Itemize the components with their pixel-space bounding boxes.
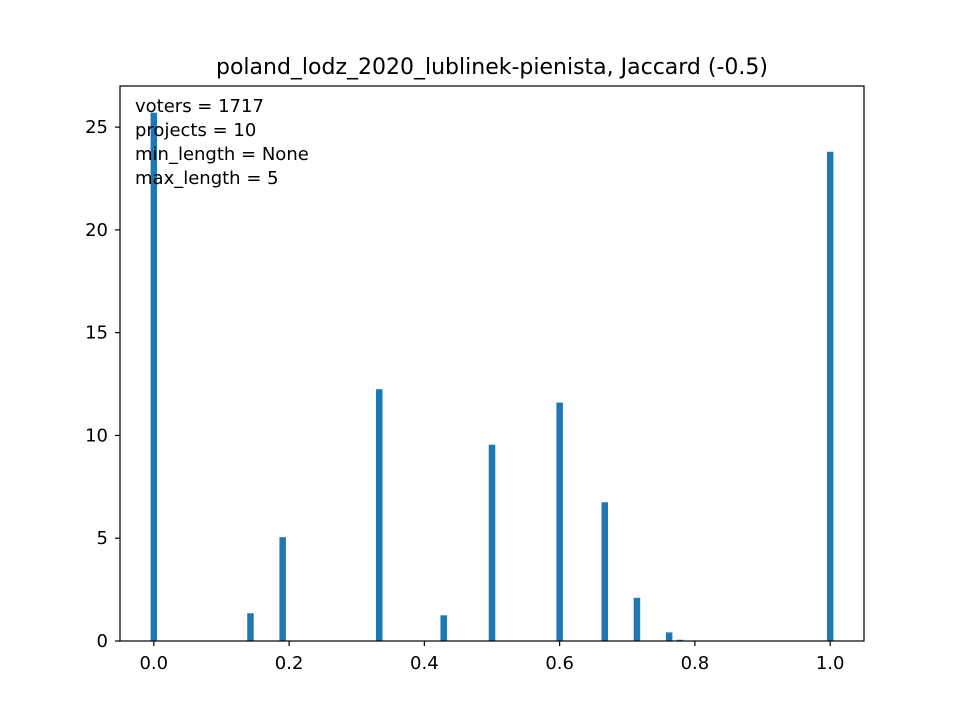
y-tick-label-4: 20 bbox=[85, 220, 108, 241]
x-tick-label-5: 1.0 bbox=[816, 653, 845, 674]
x-tick-label-0: 0.0 bbox=[139, 653, 168, 674]
plot-frame bbox=[119, 85, 865, 642]
bar-5 bbox=[488, 444, 496, 641]
y-tick-label-3: 15 bbox=[85, 323, 108, 344]
annotation-voters: voters = 1717 bbox=[135, 96, 264, 117]
bars-group bbox=[150, 112, 834, 642]
y-tick-label-2: 10 bbox=[85, 425, 108, 446]
y-tick-label-5: 25 bbox=[85, 117, 108, 138]
chart-title: poland_lodz_2020_lublinek-pienista, Jacc… bbox=[216, 55, 768, 80]
bar-3 bbox=[376, 389, 383, 641]
x-tick-label-1: 0.2 bbox=[275, 653, 304, 674]
y-tick-label-0: 0 bbox=[97, 631, 108, 652]
bar-8 bbox=[633, 597, 641, 641]
annotation-projects: projects = 10 bbox=[135, 120, 256, 141]
x-tick-label-3: 0.6 bbox=[545, 653, 574, 674]
bar-1 bbox=[247, 613, 254, 641]
bar-6 bbox=[556, 402, 563, 641]
bar-4 bbox=[440, 615, 447, 641]
bar-0 bbox=[150, 112, 158, 642]
bar-7 bbox=[601, 502, 608, 641]
annotation-min-length: min_length = None bbox=[135, 144, 309, 165]
annotation-block: voters = 1717 projects = 10 min_length =… bbox=[135, 96, 309, 189]
bar-10 bbox=[676, 639, 684, 641]
bar-11 bbox=[826, 151, 834, 641]
bar-2 bbox=[279, 537, 286, 641]
annotation-max-length: max_length = 5 bbox=[135, 168, 279, 189]
x-axis: 0.0 0.2 0.4 0.6 0.8 1.0 bbox=[139, 641, 845, 674]
x-tick-label-2: 0.4 bbox=[410, 653, 439, 674]
x-tick-label-4: 0.8 bbox=[681, 653, 710, 674]
bar-9 bbox=[665, 632, 673, 641]
y-tick-label-1: 5 bbox=[97, 528, 108, 549]
y-axis: 0 5 10 15 20 25 bbox=[85, 117, 120, 652]
